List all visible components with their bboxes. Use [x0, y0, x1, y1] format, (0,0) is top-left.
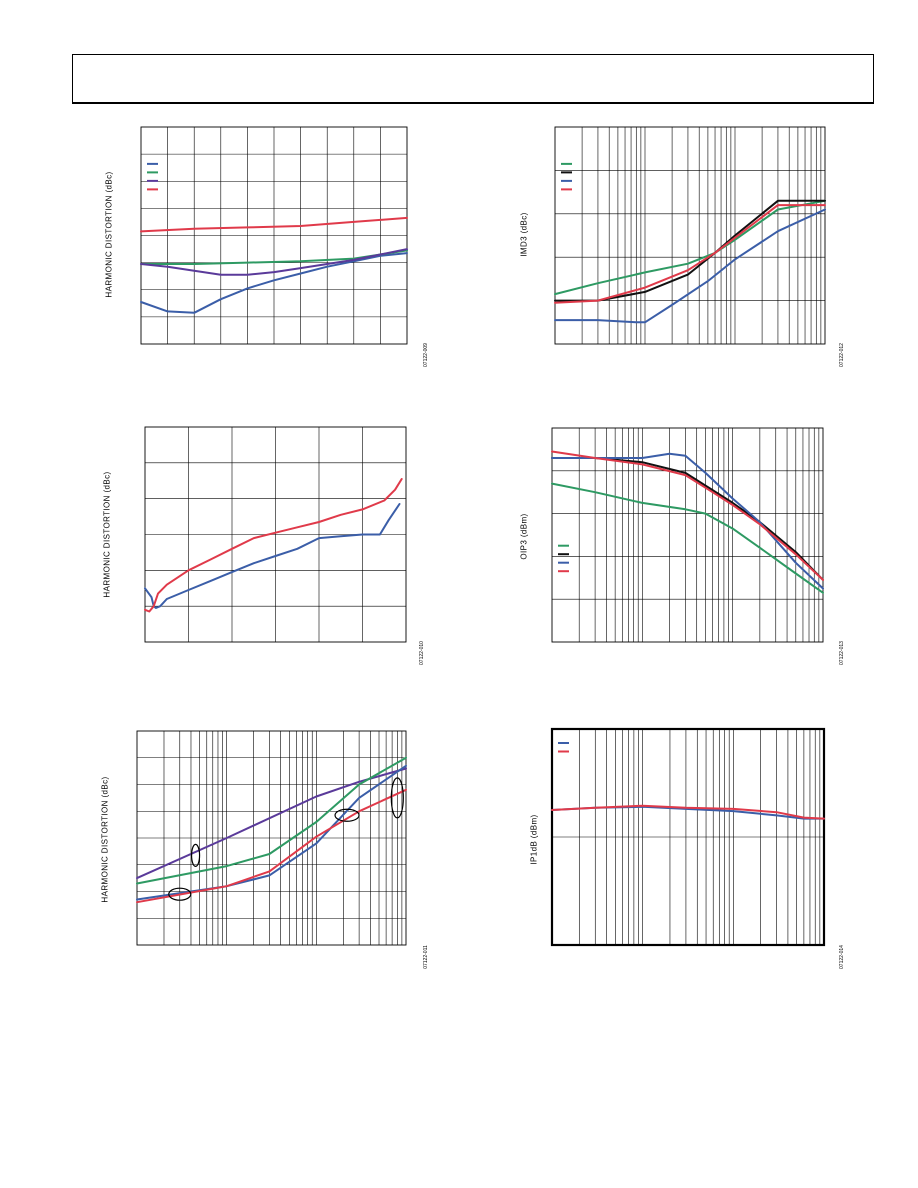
- grid-lines: [555, 127, 825, 344]
- series-line-green: [554, 199, 826, 296]
- chart-svg: [144, 426, 407, 643]
- series-line-blue: [551, 452, 824, 590]
- plot-frame: [140, 126, 408, 345]
- legend: [558, 544, 569, 573]
- figure-id: 07122-009: [423, 343, 429, 367]
- y-axis-label: HARMONIC DISTORTION (dBc): [104, 171, 114, 298]
- y-axis-label: HARMONIC DISTORTION (dBc): [100, 776, 110, 903]
- series-line-red: [144, 478, 403, 613]
- annotation-ellipse: [190, 843, 201, 867]
- series-line-blue: [144, 503, 401, 609]
- chart-svg: [136, 730, 407, 946]
- figure-id: 07122-011: [423, 945, 429, 969]
- legend: [558, 742, 569, 753]
- legend: [147, 162, 158, 191]
- annotation-ellipse: [334, 808, 360, 822]
- series-line-purple: [140, 248, 408, 276]
- grid-lines: [145, 427, 406, 642]
- series-line-red: [551, 450, 824, 581]
- figure-id: 07122-014: [839, 945, 845, 969]
- chart-svg: [550, 727, 826, 947]
- annotation-ellipse: [168, 887, 192, 901]
- series-line-red: [136, 788, 407, 904]
- grid-lines: [552, 428, 823, 642]
- legend: [561, 162, 572, 191]
- series-line-red: [554, 204, 826, 304]
- grid-lines: [552, 729, 824, 945]
- figure-id: 07122-010: [419, 641, 425, 665]
- chart-svg: [140, 126, 408, 345]
- plot-frame: [136, 730, 407, 946]
- plot-frame: [550, 727, 826, 947]
- series-line-purple: [136, 767, 407, 880]
- series-line-blue: [136, 764, 407, 901]
- series-line-red: [140, 216, 408, 233]
- plot-frame: [144, 426, 407, 643]
- y-axis-label: HARMONIC DISTORTION (dBc): [102, 471, 112, 598]
- plot-frame: [551, 427, 824, 643]
- series-line-green: [136, 756, 407, 885]
- chart-imd3: [554, 126, 826, 345]
- y-axis-label: IP1dB (dBm): [529, 814, 539, 865]
- series-line-blue: [554, 208, 826, 324]
- series-line-red: [551, 804, 825, 820]
- annotation-ellipse: [390, 777, 404, 819]
- chart-svg: [551, 427, 824, 643]
- series-line-green: [551, 482, 824, 594]
- chart-oip3: [551, 427, 824, 643]
- y-axis-label: IMD3 (dBc): [519, 212, 529, 257]
- series-line-black: [554, 199, 826, 302]
- chart-harmonic-distortion-1: [140, 126, 408, 345]
- chart-ip1db: [550, 727, 826, 947]
- y-axis-label: OIP3 (dBm): [519, 513, 529, 560]
- figure-id: 07122-012: [839, 343, 845, 367]
- grid-lines: [137, 731, 406, 945]
- page-header-frame: [72, 54, 874, 104]
- chart-harmonic-distortion-3: [136, 730, 407, 946]
- chart-svg: [554, 126, 826, 345]
- figure-id: 07122-013: [839, 641, 845, 665]
- series-line-blue: [140, 252, 408, 314]
- chart-harmonic-distortion-2: [144, 426, 407, 643]
- plot-frame: [554, 126, 826, 345]
